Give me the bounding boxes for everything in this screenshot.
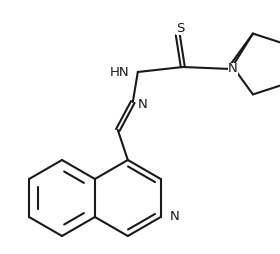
Text: N: N	[138, 98, 148, 110]
Text: S: S	[176, 22, 184, 35]
Text: N: N	[170, 211, 179, 224]
Text: HN: HN	[110, 66, 130, 78]
Text: N: N	[228, 62, 238, 75]
